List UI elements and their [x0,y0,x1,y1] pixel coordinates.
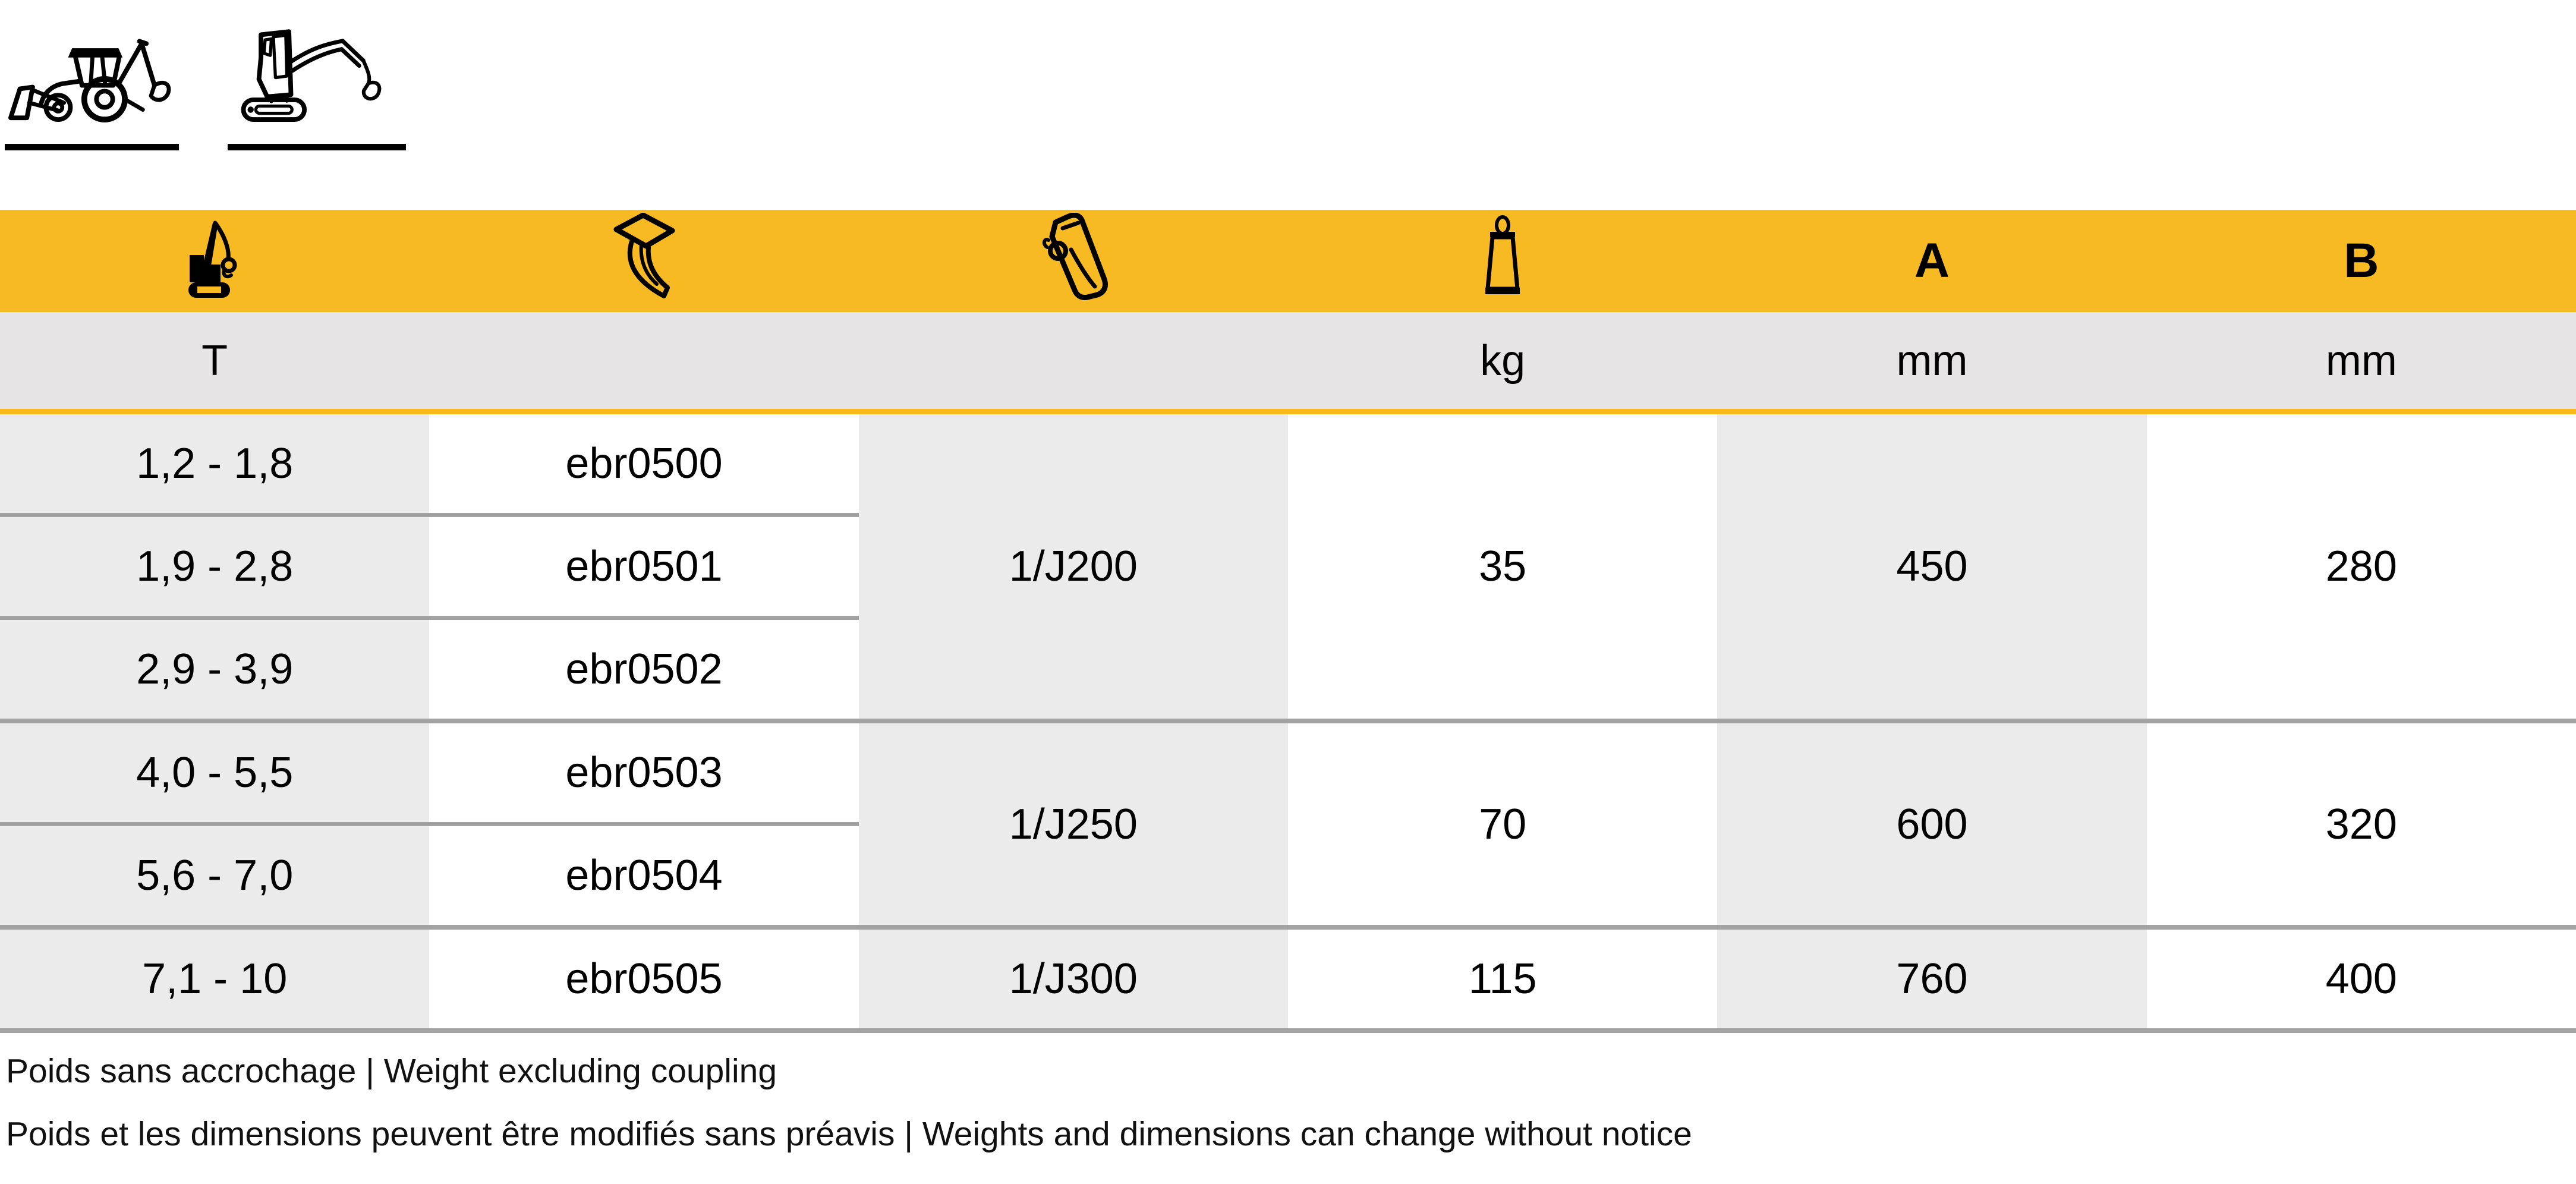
ripper-tooth-icon [613,212,675,298]
unit-tonnage: T [0,312,430,414]
table-row: 7,1 - 10 ebr0505 1/J300 115 760 400 [0,927,2576,1033]
cell-tonnage: 2,9 - 3,9 [0,618,430,723]
footnote-weight: Poids sans accrochage | Weight excluding… [6,1052,777,1090]
cell-dim-b: 280 [2146,411,2576,723]
cell-reference: ebr0504 [429,824,859,930]
cell-tonnage: 5,6 - 7,0 [0,824,430,930]
cell-tonnage: 1,2 - 1,8 [0,411,430,517]
header-col-a: A [1717,210,2147,312]
header-cell-machine [0,210,430,312]
cell-weight: 35 [1287,411,1718,723]
cell-dim-a: 600 [1717,721,2147,930]
table-row: 5,6 - 7,0 ebr0504 [0,824,2576,930]
cell-dim-a: 760 [1717,927,2147,1033]
unit-mm-b: mm [2146,312,2576,414]
spec-table: A B T kg mm mm 1,2 - 1,8 ebr0500 1/J200 … [0,210,2576,1033]
units-row: T kg mm mm [0,312,2576,414]
unit-mm-a: mm [1717,312,2147,414]
machine-mini-excavator [228,29,406,150]
header-row: A B [0,210,2576,312]
footnotes: Poids sans accrochage | Weight excluding… [6,1051,1692,1177]
cell-tonnage: 7,1 - 10 [0,927,430,1033]
header-col-b: B [2146,210,2576,312]
machine-type-icons [5,29,406,150]
cell-reference: ebr0500 [429,411,859,517]
excavator-icon [188,221,237,298]
cell-dim-a: 450 [1717,411,2147,723]
cell-dim-b: 320 [2146,721,2576,930]
cell-reference: ebr0503 [429,721,859,826]
cell-tonnage: 4,0 - 5,5 [0,721,430,826]
cell-reference: ebr0501 [429,515,859,620]
unit-empty-ref [429,312,859,414]
cell-model: 1/J250 [858,721,1288,930]
mini-excavator-icon [241,29,382,122]
cell-dim-b: 400 [2146,927,2576,1033]
cell-model: 1/J200 [858,411,1288,723]
header-cell-tooth [429,210,859,312]
cell-weight: 115 [1287,927,1718,1033]
backhoe-underline [5,144,179,150]
header-cell-shank [858,210,1288,312]
cell-tonnage: 1,9 - 2,8 [0,515,430,620]
mini-excavator-underline [228,144,406,150]
unit-empty-model [858,312,1288,414]
cell-model: 1/J300 [858,927,1288,1033]
footnote-notice: Poids et les dimensions peuvent être mod… [6,1115,1692,1154]
tooth-shank-icon [1042,212,1108,300]
header-cell-weight [1287,210,1718,312]
weight-icon [1485,215,1520,294]
unit-kg: kg [1287,312,1718,414]
cell-reference: ebr0505 [429,927,859,1033]
table-row: 1,9 - 2,8 ebr0501 [0,515,2576,620]
table-row: 2,9 - 3,9 ebr0502 [0,618,2576,723]
table-row: 4,0 - 5,5 ebr0503 1/J250 70 600 320 [0,721,2576,930]
cell-reference: ebr0502 [429,618,859,723]
machine-backhoe-loader [5,29,179,150]
backhoe-loader-icon [8,39,171,123]
cell-weight: 70 [1287,721,1718,930]
table-row: 1,2 - 1,8 ebr0500 1/J200 35 450 280 [0,411,2576,723]
